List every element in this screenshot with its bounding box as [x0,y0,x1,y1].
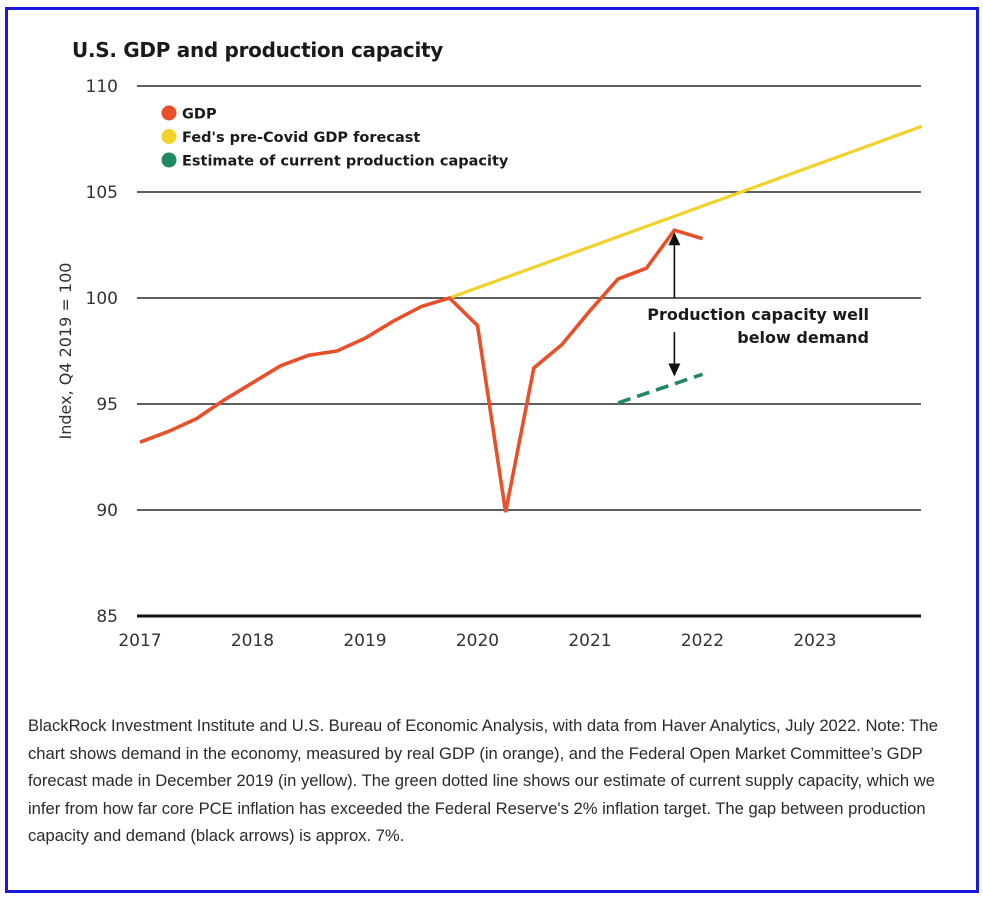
x-tick-label: 2017 [118,631,161,651]
x-tick-label: 2021 [568,631,611,651]
y-tick-labels: 110 105 100 95 90 85 [86,77,118,627]
y-tick-label: 110 [86,77,118,97]
y-tick-label: 100 [86,289,118,309]
legend-swatch [161,105,177,121]
fed-forecast-line [448,124,923,300]
legend-swatch [161,129,177,144]
y-tick-label: 90 [96,501,118,521]
x-tick-label: 2020 [456,631,499,651]
annotation-line: Production capacity well [647,305,869,324]
legend-swatch [161,152,177,168]
x-tick-label: 2018 [231,631,274,651]
series-lines [139,124,923,513]
y-tick-label: 85 [96,607,118,627]
figure-caption: BlackRock Investment Institute and U.S. … [28,716,939,845]
gridlines [137,85,921,618]
chart-title: U.S. GDP and production capacity [72,38,444,62]
x-tick-label: 2022 [681,631,724,651]
arrow-down-icon [668,363,681,377]
y-tick-label: 105 [86,183,118,203]
capacity-estimate-line [617,372,704,405]
gap-arrows [668,232,681,377]
annotation-text: Production capacity well below demand [647,305,869,347]
x-tick-labels: 2017 2018 2019 2020 2021 2022 2023 [118,631,836,651]
y-axis-label: Index, Q4 2019 = 100 [56,263,75,440]
arrow-up-icon [668,232,681,246]
legend-label: GDP [182,107,217,123]
legend: GDP Fed's pre-Covid GDP forecast Estimate … [161,105,509,170]
y-tick-label: 95 [96,395,118,415]
annotation-line: below demand [737,328,869,347]
gdp-line [139,228,704,513]
legend-label: Estimate of current production capacity [182,154,509,170]
x-tick-label: 2023 [793,631,836,651]
x-tick-label: 2019 [343,631,386,651]
chart-plot: 110 105 100 95 90 85 2017 2018 2019 2020 2021 2022… [56,77,923,651]
legend-label: Fed's pre-Covid GDP forecast [182,130,420,146]
